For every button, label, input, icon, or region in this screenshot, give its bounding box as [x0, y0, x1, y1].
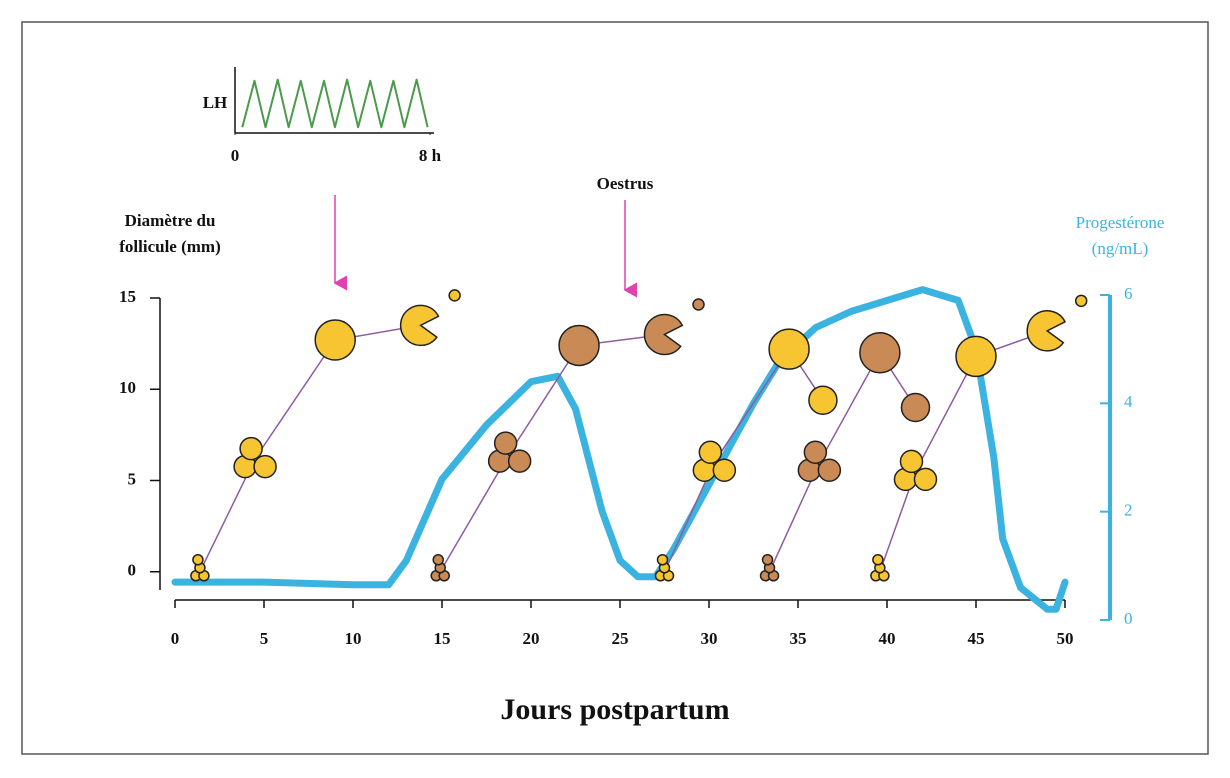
annotation: Oestrus	[597, 174, 654, 193]
growing-follicle	[253, 454, 277, 479]
small-follicle	[192, 554, 204, 566]
growing-follicle	[913, 467, 938, 492]
growing-follicle	[899, 449, 924, 474]
x-tick-label: 20	[523, 629, 540, 648]
follicle-wave-line	[663, 347, 824, 573]
oocyte	[448, 289, 461, 302]
growing-follicle	[817, 458, 842, 482]
dominant-follicle	[955, 335, 997, 378]
dominant-follicle	[558, 324, 600, 367]
ovulated-follicle	[399, 304, 440, 347]
small-follicle	[432, 554, 444, 566]
x-label: Jours postpartum	[500, 693, 729, 726]
growing-follicle	[239, 436, 263, 461]
growing-follicle	[507, 449, 532, 473]
ovulated-follicle	[643, 313, 684, 356]
x-tick-label: 45	[968, 629, 985, 648]
x-tick-label: 5	[260, 629, 269, 648]
regressing-follicle	[900, 392, 931, 423]
follicle-wave-line	[879, 330, 1048, 573]
y2-tick-label: 0	[1124, 609, 1133, 628]
y-tick-label: 5	[128, 469, 137, 488]
oocyte	[692, 298, 705, 311]
x-tick-label: 40	[879, 629, 896, 648]
y2-tick-label: 2	[1124, 501, 1133, 520]
dominant-follicle	[768, 328, 810, 370]
frame	[21, 21, 1209, 755]
follicle-wave-line	[768, 351, 917, 573]
regressing-follicle	[808, 385, 838, 415]
y-tick-label: 15	[119, 287, 136, 306]
dominant-follicle	[859, 332, 901, 374]
growing-follicle	[712, 458, 737, 482]
y2-label: Progestérone	[1076, 213, 1165, 232]
oocyte	[1074, 294, 1088, 308]
lh-label: LH	[203, 93, 228, 112]
y-label: Diamètre du	[125, 211, 216, 230]
small-follicle	[872, 554, 884, 566]
y2-tick-label: 4	[1124, 392, 1133, 411]
x-tick-label: 50	[1057, 629, 1074, 648]
small-follicle	[656, 554, 669, 566]
follicle-wave-line	[199, 324, 421, 573]
y2-label: (ng/mL)	[1092, 239, 1149, 258]
lh-pulse-line	[241, 78, 429, 129]
y-tick-label: 10	[119, 378, 136, 397]
y-tick-label: 0	[128, 561, 137, 580]
y2-tick-label: 6	[1124, 284, 1133, 303]
growing-follicle	[803, 440, 828, 464]
follicle-wave-line	[439, 333, 665, 573]
lh-x-tick-label: 8 h	[419, 146, 442, 165]
growing-follicle	[698, 440, 723, 464]
x-tick-label: 30	[701, 629, 718, 648]
y-label: follicule (mm)	[119, 237, 221, 256]
x-tick-label: 15	[434, 629, 451, 648]
x-tick-label: 0	[171, 629, 180, 648]
dominant-follicle	[314, 319, 356, 361]
x-tick-label: 10	[345, 629, 362, 648]
x-tick-label: 25	[612, 629, 629, 648]
growing-follicle	[493, 431, 518, 455]
small-follicle	[761, 554, 774, 566]
x-tick-label: 35	[790, 629, 807, 648]
ovulated-follicle	[1026, 310, 1067, 352]
lh-x-tick-label: 0	[231, 146, 240, 165]
progesterone-line	[171, 286, 1069, 613]
